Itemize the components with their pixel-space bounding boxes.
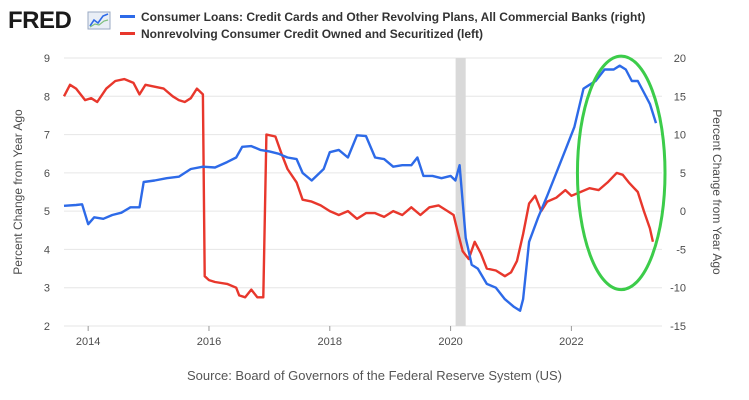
legend-item-nonrevolving[interactable]: Nonrevolving Consumer Credit Owned and S…: [120, 25, 645, 42]
right-axis-ticks: -15 -10 -5 0 5 10 15 20: [670, 53, 686, 333]
y-left-tick-label: 8: [44, 91, 50, 103]
x-tick-label: 2020: [438, 336, 462, 348]
y-left-tick-label: 2: [44, 321, 50, 333]
x-tick-label: 2022: [559, 336, 583, 348]
legend-swatch-red: [120, 32, 135, 35]
fred-logo[interactable]: FRED: [8, 6, 114, 34]
legend-swatch-blue: [120, 15, 135, 18]
chart-icon: [87, 11, 111, 30]
fred-logo-text: FRED: [8, 7, 72, 34]
y-left-tick-label: 6: [44, 168, 50, 180]
x-axis-ticks: 2014 2016 2018 2020 2022: [76, 326, 584, 348]
y-left-tick-label: 5: [44, 206, 50, 218]
y-right-tick-label: 10: [674, 130, 686, 142]
highlight-ellipse: [575, 54, 667, 292]
y-left-tick-label: 9: [44, 53, 50, 65]
x-tick-label: 2016: [197, 336, 221, 348]
legend: Consumer Loans: Credit Cards and Other R…: [120, 8, 645, 42]
legend-label-credit-cards: Consumer Loans: Credit Cards and Other R…: [141, 9, 646, 24]
nonrevolving-credit-line: [62, 77, 655, 299]
y-right-tick-label: 15: [674, 91, 686, 103]
right-axis-title: Percent Change from Year Ago: [710, 109, 724, 275]
legend-label-nonrevolving: Nonrevolving Consumer Credit Owned and S…: [141, 26, 484, 41]
left-axis-title: Percent Change from Year Ago: [11, 109, 25, 275]
y-left-tick-label: 4: [44, 244, 50, 256]
y-right-tick-label: -15: [670, 321, 686, 333]
series-lines: [62, 64, 658, 312]
x-tick-label: 2014: [76, 336, 100, 348]
x-tick-label: 2018: [318, 336, 342, 348]
source-note: Source: Board of Governors of the Federa…: [187, 368, 562, 383]
y-right-tick-label: 20: [674, 53, 686, 65]
y-left-tick-label: 3: [44, 283, 50, 295]
y-left-tick-label: 7: [44, 130, 50, 142]
legend-item-credit-cards[interactable]: Consumer Loans: Credit Cards and Other R…: [120, 8, 645, 25]
annotation-layer: [575, 54, 667, 292]
y-right-tick-label: -10: [670, 283, 686, 295]
y-right-tick-label: 0: [680, 206, 686, 218]
credit-card-loans-line: [63, 64, 658, 312]
y-right-tick-label: -5: [676, 244, 686, 256]
left-axis-ticks: 2 3 4 5 6 7 8 9: [44, 53, 50, 333]
y-right-tick-label: 5: [680, 168, 686, 180]
gridlines: [64, 57, 662, 327]
